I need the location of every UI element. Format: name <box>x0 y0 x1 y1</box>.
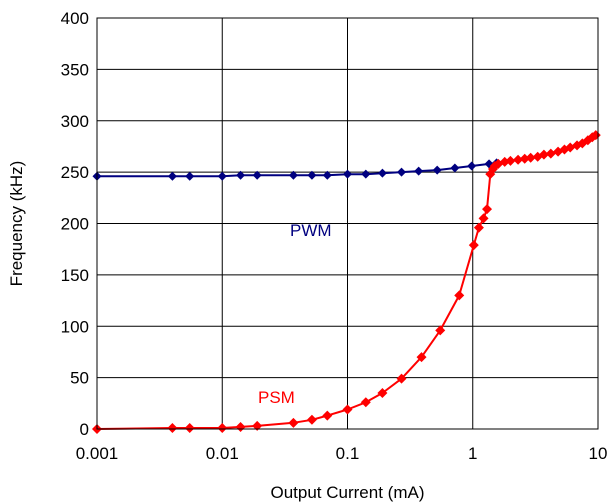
y-tick-labels: 0 50 100 150 200 250 300 350 400 <box>61 9 89 439</box>
series-layer <box>92 130 601 434</box>
x-tick-label: 0.1 <box>336 444 360 463</box>
data-point-pwm <box>217 171 227 181</box>
data-point-psm <box>505 155 516 166</box>
data-point-psm <box>513 154 524 165</box>
data-point-psm <box>538 149 549 160</box>
data-point-pwm <box>252 170 262 180</box>
series-psm <box>92 130 601 434</box>
data-point-pwm <box>167 171 177 181</box>
data-point-psm <box>396 373 407 384</box>
data-point-psm <box>235 421 246 432</box>
data-point-psm <box>473 222 484 233</box>
data-point-psm <box>184 422 195 433</box>
y-tick-label: 300 <box>61 112 89 131</box>
y-axis-label: Frequency (kHz) <box>7 161 26 287</box>
data-point-psm <box>217 422 228 433</box>
data-point-psm <box>342 404 353 415</box>
psm-annotation: PSM <box>258 388 295 407</box>
data-point-pwm <box>414 166 424 176</box>
data-point-psm <box>416 352 427 363</box>
data-point-pwm <box>450 163 460 173</box>
data-point-psm <box>360 397 371 408</box>
data-point-psm <box>252 420 263 431</box>
data-point-pwm <box>307 170 317 180</box>
data-point-psm <box>377 388 388 399</box>
data-point-pwm <box>397 167 407 177</box>
y-tick-label: 350 <box>61 60 89 79</box>
y-tick-label: 50 <box>70 369 89 388</box>
data-point-pwm <box>432 165 442 175</box>
data-point-pwm <box>377 168 387 178</box>
data-point-psm <box>525 152 536 163</box>
data-point-psm <box>478 213 489 224</box>
grid-lines <box>96 17 599 430</box>
y-tick-label: 100 <box>61 317 89 336</box>
data-point-psm <box>167 422 178 433</box>
data-point-psm <box>454 290 465 301</box>
data-point-psm <box>468 240 479 251</box>
series-pwm <box>92 158 502 181</box>
y-tick-label: 400 <box>61 9 89 28</box>
data-point-pwm <box>236 170 246 180</box>
plot-area-frame <box>96 17 599 430</box>
y-tick-label: 200 <box>61 215 89 234</box>
data-point-psm <box>306 414 317 425</box>
x-tick-labels: 0.001 0.01 0.1 1 10 <box>76 444 608 463</box>
data-point-psm <box>545 148 556 159</box>
data-point-pwm <box>185 171 195 181</box>
x-axis-label: Output Current (mA) <box>271 483 425 502</box>
y-tick-label: 150 <box>61 266 89 285</box>
x-tick-label: 1 <box>468 444 477 463</box>
data-point-psm <box>482 204 493 215</box>
data-point-pwm <box>288 170 298 180</box>
x-tick-label: 0.001 <box>76 444 119 463</box>
data-point-psm <box>322 410 333 421</box>
data-point-pwm <box>322 170 332 180</box>
pwm-annotation: PWM <box>290 221 332 240</box>
x-tick-label: 0.01 <box>206 444 239 463</box>
y-tick-label: 0 <box>80 420 89 439</box>
x-tick-label: 10 <box>589 444 608 463</box>
data-point-pwm <box>467 161 477 171</box>
data-point-psm <box>435 325 446 336</box>
data-point-pwm <box>361 169 371 179</box>
data-point-pwm <box>343 169 352 179</box>
y-tick-label: 250 <box>61 163 89 182</box>
data-point-psm <box>288 417 299 428</box>
